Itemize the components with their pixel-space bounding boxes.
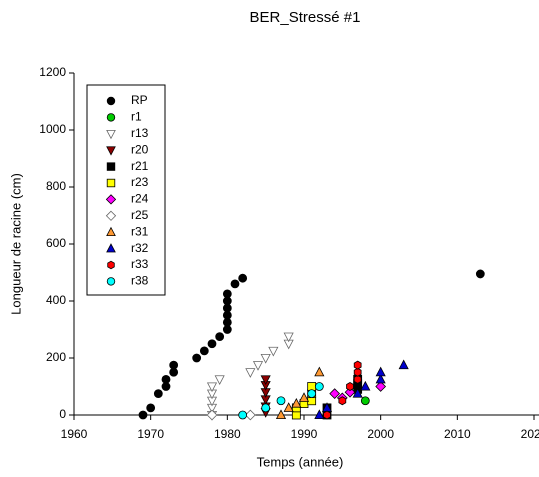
- legend-marker: [106, 113, 116, 122]
- legend-marker: [106, 243, 116, 253]
- x-tick-label: 2000: [367, 427, 394, 441]
- x-tick-label: 1980: [214, 427, 241, 441]
- x-tick-label: 1970: [137, 427, 164, 441]
- data-point: [291, 397, 302, 408]
- x-tick-label: 1960: [61, 427, 88, 441]
- y-tick-label: 200: [46, 350, 66, 364]
- data-point: [206, 382, 218, 393]
- data-point: [153, 389, 163, 399]
- data-point: [398, 359, 409, 370]
- legend-label: r20: [131, 142, 149, 156]
- data-point: [222, 289, 232, 299]
- data-point: [275, 409, 287, 420]
- data-point: [261, 403, 271, 413]
- data-point: [252, 361, 264, 371]
- data-point: [360, 380, 371, 391]
- y-axis-label: Longueur de racine (cm): [8, 173, 23, 315]
- data-point: [314, 382, 324, 391]
- legend-label: r32: [131, 241, 149, 255]
- data-point: [238, 410, 248, 420]
- legend-marker: [106, 277, 116, 286]
- legend-marker: [106, 226, 116, 237]
- data-point: [199, 346, 209, 356]
- data-point: [245, 368, 256, 378]
- data-point: [338, 396, 347, 406]
- data-point: [375, 381, 387, 392]
- data-point: [192, 353, 202, 363]
- data-point: [360, 396, 370, 406]
- legend-marker: [106, 162, 116, 171]
- chart-title: BER_Stressé #1: [250, 9, 361, 26]
- x-axis-label: Temps (année): [257, 454, 344, 469]
- legend-marker: [105, 210, 117, 221]
- legend-label: r38: [131, 274, 149, 288]
- y-tick-label: 1000: [39, 122, 66, 136]
- data-point: [353, 374, 362, 384]
- data-point: [475, 269, 485, 279]
- data-point: [276, 396, 286, 406]
- data-point: [214, 375, 225, 386]
- data-point: [353, 360, 362, 370]
- data-point: [283, 332, 294, 343]
- data-point: [346, 382, 354, 391]
- data-point: [375, 373, 386, 384]
- data-point: [207, 339, 217, 349]
- data-point: [314, 409, 325, 420]
- data-point: [344, 386, 356, 398]
- y-tick-label: 600: [46, 236, 66, 250]
- data-point: [353, 367, 362, 377]
- data-point: [268, 346, 279, 357]
- legend-marker: [106, 178, 116, 188]
- legend-label: r23: [131, 175, 149, 189]
- x-tick-label: 1990: [291, 427, 318, 441]
- data-point: [138, 410, 148, 420]
- data-point: [161, 374, 171, 384]
- data-point: [206, 409, 218, 421]
- data-point: [230, 279, 240, 289]
- legend-label: r31: [131, 224, 149, 238]
- data-point: [169, 360, 179, 370]
- legend: [86, 84, 166, 296]
- legend-label: r33: [131, 257, 149, 271]
- y-tick-label: 1200: [39, 65, 66, 79]
- data-point: [314, 366, 325, 377]
- data-point: [260, 375, 271, 386]
- legend-label: r13: [131, 126, 149, 140]
- legend-label: r24: [131, 192, 149, 206]
- data-point: [323, 410, 331, 420]
- data-point: [260, 353, 271, 364]
- legend-marker: [106, 146, 116, 156]
- data-point: [352, 387, 363, 398]
- data-point: [215, 332, 225, 342]
- legend-label: RP: [131, 93, 148, 107]
- x-tick-label: 2020: [521, 427, 539, 441]
- data-point: [238, 273, 248, 283]
- y-tick-label: 400: [46, 293, 66, 307]
- data-point: [283, 402, 294, 412]
- legend-marker: [106, 96, 116, 106]
- y-tick-label: 800: [46, 179, 66, 193]
- legend-marker: [107, 260, 115, 270]
- legend-label: r25: [131, 208, 149, 222]
- legend-marker: [105, 194, 117, 205]
- data-point: [298, 392, 310, 402]
- data-point: [244, 409, 256, 421]
- y-tick-label: 0: [59, 407, 66, 421]
- data-point: [307, 389, 317, 399]
- data-point: [329, 388, 341, 399]
- legend-label: r21: [131, 159, 149, 173]
- legend-label: r1: [131, 110, 142, 124]
- x-tick-label: 2010: [444, 427, 471, 441]
- data-point: [146, 403, 156, 413]
- legend-marker: [106, 129, 116, 140]
- data-point: [375, 366, 386, 377]
